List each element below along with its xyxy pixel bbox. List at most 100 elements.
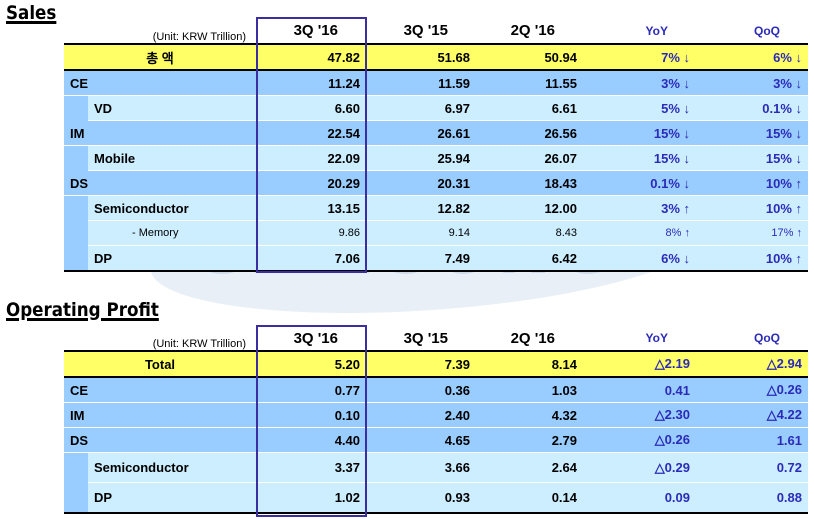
sales-mobile-3q16: 22.09 xyxy=(256,145,366,171)
op-semiconductor-yoy: △0.29 xyxy=(583,452,696,483)
sales-dp-2q16: 6.42 xyxy=(476,245,583,272)
sales-total-2q16: 50.94 xyxy=(476,44,583,71)
sales-header-3q15: 3Q '15 xyxy=(366,18,476,45)
sales-dp-3q16: 7.06 xyxy=(256,245,366,272)
sales-row-semiconductor: Semiconductor 13.15 12.82 12.00 3% ↑ 10%… xyxy=(64,195,808,221)
op-header-yoy: YoY xyxy=(583,326,696,352)
sales-row-total: 총 액 47.82 51.68 50.94 7% ↓ 6% ↓ xyxy=(64,44,808,71)
sales-vd-qoq: 0.1% ↓ xyxy=(696,95,808,121)
indent-gutter xyxy=(64,145,88,171)
op-semiconductor-3q16: 3.37 xyxy=(256,452,366,483)
sales-vd-yoy: 5% ↓ xyxy=(583,95,696,121)
op-total-3q15: 7.39 xyxy=(366,351,476,378)
op-semiconductor-qoq: 0.72 xyxy=(696,452,808,483)
sales-ds-3q15: 20.31 xyxy=(366,170,476,196)
op-im-yoy: △2.30 xyxy=(583,402,696,428)
sales-ds-3q16: 20.29 xyxy=(256,170,366,196)
op-total-2q16: 8.14 xyxy=(476,351,583,378)
op-im-qoq: △4.22 xyxy=(696,402,808,428)
sales-total-yoy: 7% ↓ xyxy=(583,44,696,71)
sales-im-label: IM xyxy=(64,120,256,146)
sales-vd-label: VD xyxy=(88,95,256,121)
op-ds-label: DS xyxy=(64,427,256,453)
op-header-3q15: 3Q '15 xyxy=(366,326,476,352)
indent-gutter xyxy=(64,245,88,272)
sales-vd-2q16: 6.61 xyxy=(476,95,583,121)
op-ce-2q16: 1.03 xyxy=(476,377,583,403)
op-im-2q16: 4.32 xyxy=(476,402,583,428)
op-ce-3q15: 0.36 xyxy=(366,377,476,403)
sales-row-memory: - Memory 9.86 9.14 8.43 8% ↑ 17% ↑ xyxy=(64,220,808,246)
sales-ds-qoq: 10% ↑ xyxy=(696,170,808,196)
sales-row-im: IM 22.54 26.61 26.56 15% ↓ 15% ↓ xyxy=(64,120,808,146)
op-im-label: IM xyxy=(64,402,256,428)
sales-vd-3q16: 6.60 xyxy=(256,95,366,121)
operating-profit-table: (Unit: KRW Trillion) 3Q '16 3Q '15 2Q '1… xyxy=(64,326,808,514)
sales-title: Sales xyxy=(6,2,57,24)
sales-semiconductor-2q16: 12.00 xyxy=(476,195,583,221)
op-header-3q16: 3Q '16 xyxy=(256,326,366,352)
sales-row-vd: VD 6.60 6.97 6.61 5% ↓ 0.1% ↓ xyxy=(64,95,808,121)
sales-mobile-2q16: 26.07 xyxy=(476,145,583,171)
op-ce-yoy: 0.41 xyxy=(583,377,696,403)
op-row-ds: DS 4.40 4.65 2.79 △0.26 1.61 xyxy=(64,427,808,453)
sales-im-3q15: 26.61 xyxy=(366,120,476,146)
sales-vd-3q15: 6.97 xyxy=(366,95,476,121)
operating-profit-title: Operating Profit xyxy=(6,299,159,321)
sales-memory-qoq: 17% ↑ xyxy=(696,220,808,246)
op-unit-label: (Unit: KRW Trillion) xyxy=(64,326,256,352)
sales-total-3q15: 51.68 xyxy=(366,44,476,71)
sales-ce-yoy: 3% ↓ xyxy=(583,70,696,96)
op-ds-2q16: 2.79 xyxy=(476,427,583,453)
op-total-qoq: △2.94 xyxy=(696,351,808,378)
op-row-dp: DP 1.02 0.93 0.14 0.09 0.88 xyxy=(64,482,808,514)
sales-dp-yoy: 6% ↓ xyxy=(583,245,696,272)
sales-dp-qoq: 10% ↑ xyxy=(696,245,808,272)
op-im-3q16: 0.10 xyxy=(256,402,366,428)
sales-row-ds: DS 20.29 20.31 18.43 0.1% ↓ 10% ↑ xyxy=(64,170,808,196)
sales-total-3q16: 47.82 xyxy=(256,44,366,71)
sales-ce-3q15: 11.59 xyxy=(366,70,476,96)
sales-ds-yoy: 0.1% ↓ xyxy=(583,170,696,196)
sales-mobile-3q15: 25.94 xyxy=(366,145,476,171)
sales-header-3q16: 3Q '16 xyxy=(256,18,366,45)
op-im-3q15: 2.40 xyxy=(366,402,476,428)
op-row-total: Total 5.20 7.39 8.14 △2.19 △2.94 xyxy=(64,351,808,378)
op-total-label: Total xyxy=(64,351,256,378)
op-ds-3q16: 4.40 xyxy=(256,427,366,453)
sales-mobile-qoq: 15% ↓ xyxy=(696,145,808,171)
indent-gutter xyxy=(64,95,88,121)
sales-im-2q16: 26.56 xyxy=(476,120,583,146)
sales-header-qoq: QoQ xyxy=(696,18,808,45)
op-ce-3q16: 0.77 xyxy=(256,377,366,403)
indent-gutter xyxy=(64,220,88,246)
sales-dp-label: DP xyxy=(88,245,256,272)
op-ds-yoy: △0.26 xyxy=(583,427,696,453)
sales-semiconductor-3q16: 13.15 xyxy=(256,195,366,221)
op-dp-3q15: 0.93 xyxy=(366,482,476,514)
sales-header-yoy: YoY xyxy=(583,18,696,45)
op-dp-label: DP xyxy=(88,482,256,514)
op-total-3q16: 5.20 xyxy=(256,351,366,378)
sales-dp-3q15: 7.49 xyxy=(366,245,476,272)
sales-ce-3q16: 11.24 xyxy=(256,70,366,96)
op-ce-qoq: △0.26 xyxy=(696,377,808,403)
op-ds-3q15: 4.65 xyxy=(366,427,476,453)
op-row-semiconductor: Semiconductor 3.37 3.66 2.64 △0.29 0.72 xyxy=(64,452,808,483)
op-semiconductor-label: Semiconductor xyxy=(88,452,256,483)
sales-semiconductor-yoy: 3% ↑ xyxy=(583,195,696,221)
op-row-im: IM 0.10 2.40 4.32 △2.30 △4.22 xyxy=(64,402,808,428)
sales-ds-2q16: 18.43 xyxy=(476,170,583,196)
op-dp-qoq: 0.88 xyxy=(696,482,808,514)
sales-row-ce: CE 11.24 11.59 11.55 3% ↓ 3% ↓ xyxy=(64,70,808,96)
op-dp-2q16: 0.14 xyxy=(476,482,583,514)
indent-gutter xyxy=(64,195,88,221)
sales-semiconductor-qoq: 10% ↑ xyxy=(696,195,808,221)
sales-ce-qoq: 3% ↓ xyxy=(696,70,808,96)
indent-gutter xyxy=(64,452,88,483)
op-header-qoq: QoQ xyxy=(696,326,808,352)
op-dp-yoy: 0.09 xyxy=(583,482,696,514)
sales-memory-2q16: 8.43 xyxy=(476,220,583,246)
sales-im-qoq: 15% ↓ xyxy=(696,120,808,146)
sales-ce-label: CE xyxy=(64,70,256,96)
